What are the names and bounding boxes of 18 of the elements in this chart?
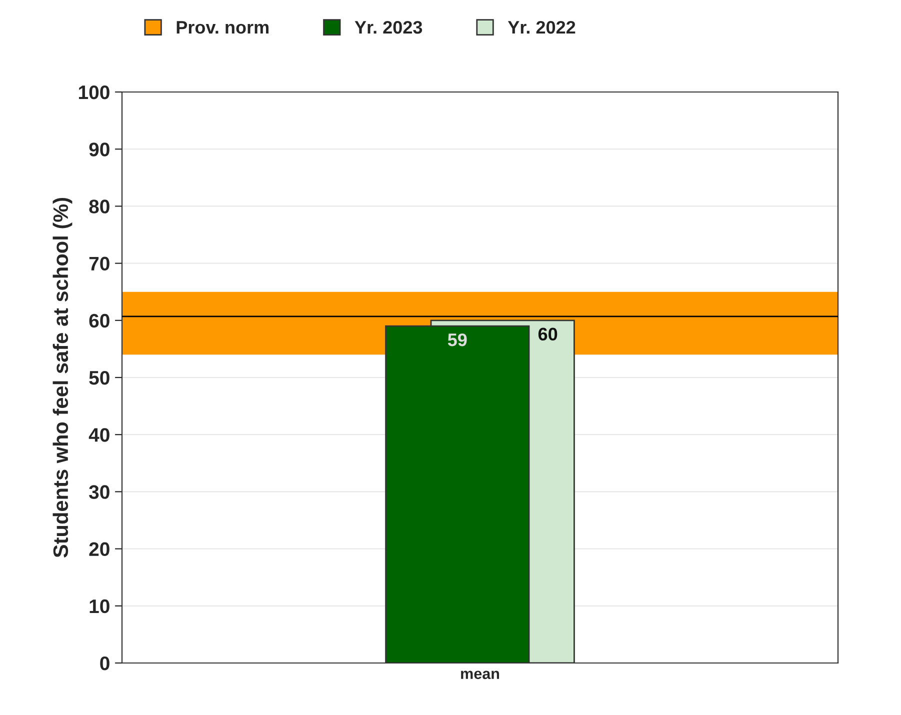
y-axis-title: Students who feel safe at school (%) <box>52 198 72 558</box>
legend-label: Yr. 2022 <box>508 20 576 34</box>
y-tick-label: 80 <box>89 200 110 214</box>
x-tick-label: mean <box>461 670 500 680</box>
y-tick-label: 70 <box>89 256 110 271</box>
data-label: 60 <box>538 328 558 341</box>
y-tick-label: 0 <box>100 656 110 670</box>
y-tick-label: 100 <box>78 85 110 100</box>
data-label: 59 <box>448 333 467 346</box>
y-tick-label: 10 <box>90 599 110 614</box>
y-tick-label: 30 <box>89 485 110 499</box>
legend-label: Prov. norm <box>176 21 268 34</box>
y-tick-label: 60 <box>89 314 110 328</box>
legend-label: Yr. 2023 <box>354 20 422 34</box>
y-tick-label: 40 <box>88 428 110 442</box>
y-tick-label: 20 <box>89 542 110 556</box>
y-tick-label: 50 <box>89 370 110 385</box>
y-tick-label: 90 <box>89 142 110 156</box>
